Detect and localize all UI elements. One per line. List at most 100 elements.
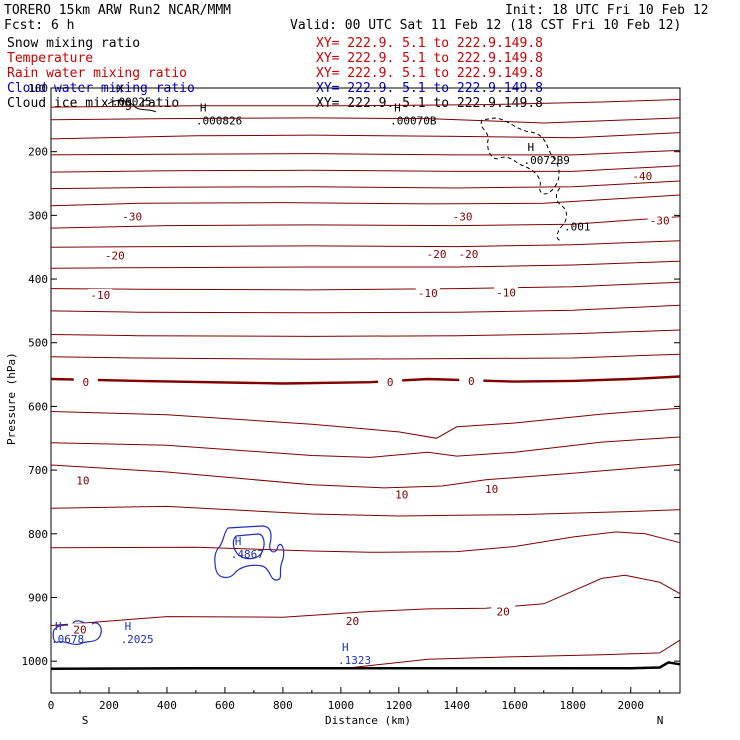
y-tick-label: 300 [28,209,48,222]
legend: Snow mixing ratio XY= 222.9. 5.1 to 222.… [7,36,543,111]
contour-label-bg [456,248,481,260]
legend-xy-cloud-ice: XY= 222.9. 5.1 to 222.9.149.8 [316,96,543,111]
y-tick-label: 900 [28,591,48,604]
contour-labels: -40 -30 -30 -30 -20 -20 -20 -10 -10 -10 0 0 0 10 10 10 2… [67,169,672,636]
y-tick-label: 500 [28,337,48,350]
contour-label-bg [378,376,403,388]
contour-label: 20 [346,615,359,628]
contour-label: -20 [427,248,447,261]
max-marker-h: H [200,101,207,114]
y-tick-label: 600 [28,400,48,413]
cloud-water-contour [214,525,285,581]
contour-label: 0 [387,376,394,389]
x-tick-label: 600 [215,699,235,712]
contour-label: 10 [76,474,89,487]
contour-label-bg [70,474,95,486]
x-tick-label: 400 [157,699,177,712]
max-marker-value: .4867 [231,548,264,561]
temperature-contour-line [50,505,681,517]
x-tick-label: 0 [48,699,55,712]
plot-frame [50,87,681,694]
cloud-features [52,99,567,646]
contour-label: 10 [485,483,498,496]
y-tick-label: 700 [28,464,48,477]
axes: 0 200 400 600 800 1000 1200 1400 1600 1800 2000100… [22,82,680,712]
contour-label-bg [88,288,113,300]
max-marker-value: .00025 [112,95,152,108]
contour-label-bg [479,483,504,495]
max-marker-h: H [235,535,242,548]
max-marker-value: .001 [564,221,591,234]
max-marker-h: H [527,141,534,154]
contour-label-bg [450,210,475,222]
x-end-label-south: S [82,714,89,727]
max-marker-value: .00070B [390,114,437,127]
cloud-ice-contour [107,99,157,113]
x-axis-label: Distance (km) [325,714,411,727]
contour-label: -40 [632,170,652,183]
y-tick-label: 400 [28,273,48,286]
max-marker-value: .1323 [338,654,371,667]
contour-label-bg [424,248,449,260]
contour-label: -30 [453,211,473,224]
temperature-contour-line [50,531,681,553]
x-tick-label: 800 [273,699,293,712]
cloud-water-contour-low [52,620,102,646]
temperature-contour-line [50,132,681,140]
x-tick-label: 200 [99,699,119,712]
temperature-contour-line [50,194,681,207]
contour-label: -30 [122,211,142,224]
contour-label: 0 [82,376,89,389]
temperature-contour-line [50,574,681,626]
ground-line [50,661,681,671]
x-tick-label: 1600 [502,699,529,712]
contour-label: -10 [418,287,438,300]
snow-contour-dashed [480,117,560,195]
temperature-contour-line [50,240,681,248]
contour-label: -20 [458,248,478,261]
max-marker-value: .0072B9 [523,154,569,167]
contour-label-bg [102,249,127,261]
temperature-contour-line [50,353,681,360]
contour-label-bg [647,214,672,226]
contour-label: 20 [73,623,86,636]
temperature-contour-line [50,180,681,190]
header-title: TORERO 15km ARW Run2 NCAR/MMM [4,3,231,18]
y-tick-label: 1000 [22,655,49,668]
contour-label: -30 [650,214,670,227]
x-tick-label: 1400 [444,699,471,712]
x-tick-label: 1200 [386,699,413,712]
temperature-contour-line [50,436,681,458]
max-marker-h: H [116,82,123,95]
max-marker-h: H [55,620,62,633]
contour-label-bg [491,605,516,617]
temperature-contour-line [50,281,681,291]
max-marker-h: H [342,641,349,654]
contour-label: -10 [496,286,516,299]
contour-label: -20 [105,249,125,262]
y-axis-label: Pressure (hPa) [5,352,18,445]
contour-label-bg [120,210,145,222]
header-fcst: Fcst: 6 h [4,18,74,33]
contour-label-bg [389,488,414,500]
y-tick-label: 100 [28,82,48,95]
y-tick-label: 200 [28,146,48,159]
temperature-contour-line [50,117,681,124]
cloud-water-contour-inner [232,533,265,560]
temperature-contour-line [50,375,681,385]
temperature-contour-line [50,304,681,314]
temperature-contour-line [50,407,681,439]
contour-label-bg [630,169,655,181]
max-marker-h: H [125,620,132,633]
contour-label: 10 [395,488,408,501]
contour-label-bg [67,623,92,635]
max-marker-value: .0678 [51,633,84,646]
legend-xy-rain: XY= 222.9. 5.1 to 222.9.149.8 [316,66,543,81]
legend-name-cloud-ice: Cloud ice mixing ratio [7,96,179,111]
header-init: Init: 18 UTC Fri 10 Feb 12 [505,3,709,18]
legend-xy-temperature: XY= 222.9. 5.1 to 222.9.149.8 [316,51,543,66]
legend-name-rain: Rain water mixing ratio [7,66,187,81]
temperature-contour-line [50,99,681,108]
max-markers: H.000826H.00070BH.0072B9.001H.4867H.0678… [51,82,591,667]
